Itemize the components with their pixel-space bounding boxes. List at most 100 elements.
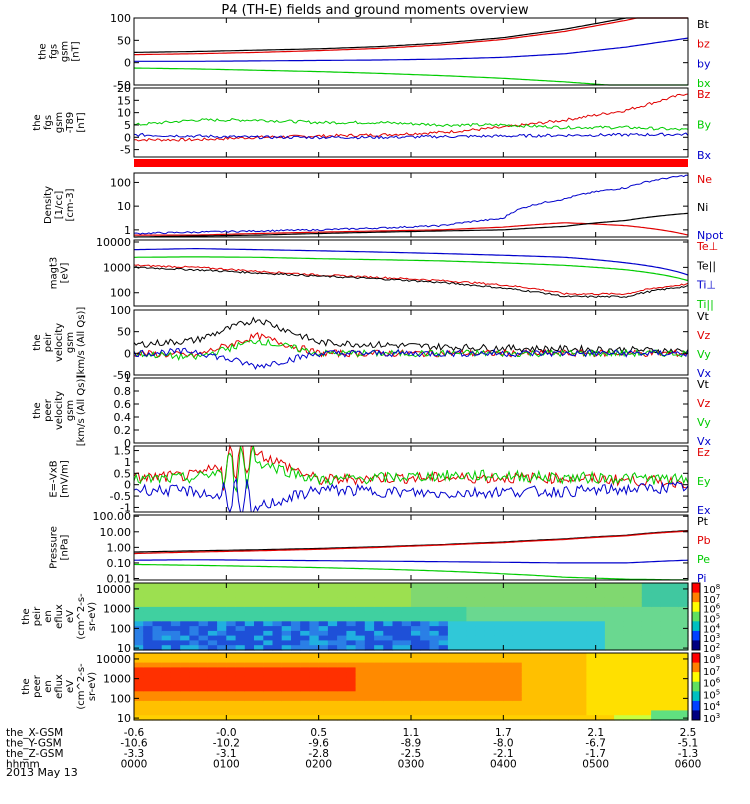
y-tick-label: 10.00 (100, 526, 132, 539)
heatmap-cell (401, 611, 412, 618)
heatmap-cell (134, 602, 144, 608)
heatmap-cell (466, 640, 477, 646)
heatmap-cell (429, 686, 440, 692)
heatmap-cell (447, 626, 458, 632)
heatmap-cell (401, 700, 412, 707)
heatmap-cell (484, 681, 495, 688)
colorbar-segment (692, 710, 700, 721)
heatmap-cell (374, 667, 384, 673)
heatmap-cell (207, 691, 218, 697)
heatmap-cell (466, 715, 477, 721)
heatmap-cell (494, 696, 504, 702)
legend-Ex: Ex (697, 504, 711, 517)
series-line-bz (134, 17, 688, 56)
heatmap-cell (494, 635, 504, 641)
heatmap-cell (466, 662, 477, 668)
heatmap-cell (549, 686, 560, 692)
heatmap-cell (226, 715, 237, 721)
heatmap-cell (503, 597, 514, 603)
heatmap-cell (134, 653, 144, 659)
heatmap-cell (309, 583, 320, 589)
heatmap-cell (420, 672, 430, 678)
heatmap-cell (558, 597, 569, 603)
heatmap-cell (337, 616, 347, 622)
heatmap-cell (152, 621, 163, 627)
heatmap-cell (475, 667, 486, 673)
heatmap-cell (207, 700, 218, 707)
y-axis-label: fgs (43, 115, 54, 130)
heatmap-cell (494, 686, 504, 692)
heatmap-cell (558, 592, 569, 598)
heatmap-cell (429, 630, 440, 637)
heatmap-cell (568, 681, 578, 688)
heatmap-cell (309, 700, 320, 707)
heatmap-cell (660, 616, 671, 622)
heatmap-cell (484, 705, 495, 711)
heatmap-cell (134, 700, 144, 707)
heatmap-cell (429, 626, 440, 632)
heatmap-cell (429, 611, 440, 618)
heatmap-cell (660, 676, 671, 683)
heatmap-cell (494, 676, 504, 683)
heatmap-cell (540, 626, 551, 632)
heatmap-cell (595, 611, 606, 618)
heatmap-cell (244, 672, 255, 678)
heatmap-cell (152, 676, 163, 683)
series-line-Vt (133, 316, 689, 355)
heatmap-cell (651, 597, 661, 603)
heatmap-cell (503, 616, 514, 622)
y-tick-label: 100 (110, 176, 131, 189)
heatmap-cell (170, 686, 181, 692)
heatmap-cell (198, 672, 209, 678)
heatmap-cell (170, 587, 181, 594)
heatmap-cell (512, 705, 523, 711)
heatmap-cell (401, 645, 412, 651)
heatmap-cell (281, 686, 292, 692)
heatmap-cell (244, 640, 255, 646)
heatmap-cell (604, 630, 615, 637)
heatmap-cell (540, 676, 551, 683)
heatmap-cell (447, 696, 458, 702)
heatmap-cell (309, 606, 320, 613)
heatmap-cell (189, 681, 200, 688)
series-line-by (134, 37, 689, 62)
heatmap-cell (420, 710, 430, 716)
heatmap-cell (558, 645, 569, 651)
heatmap-cell (447, 686, 458, 692)
heatmap-cell (651, 662, 661, 668)
heatmap-cell (346, 686, 357, 692)
heatmap-cell (272, 710, 283, 716)
heatmap-cell (217, 691, 227, 697)
legend-Pi: Pi (697, 572, 706, 585)
heatmap-cell (309, 710, 320, 716)
legend-by: by (697, 57, 711, 70)
heatmap-cell (669, 657, 680, 664)
heatmap-cell (521, 653, 532, 659)
heatmap-cell (484, 662, 495, 668)
heatmap-cell (170, 710, 181, 716)
heatmap-cell (660, 587, 671, 594)
heatmap-cell (651, 611, 661, 618)
heatmap-cell (623, 710, 634, 716)
heatmap-cell (291, 592, 301, 598)
heatmap-cell (374, 587, 384, 594)
heatmap-cell (180, 657, 190, 664)
heatmap-cell (503, 691, 514, 697)
heatmap-cell (669, 626, 680, 632)
heatmap-cell (217, 645, 227, 651)
heatmap-cell (503, 583, 514, 589)
heatmap-cell (614, 705, 624, 711)
heatmap-cell (411, 645, 421, 651)
heatmap-cell (198, 630, 209, 637)
y-tick-label: 0.01 (107, 572, 132, 585)
heatmap-cell (466, 630, 477, 637)
heatmap-cell (327, 630, 338, 637)
heatmap-cell (364, 606, 375, 613)
series-line-Ex (133, 477, 689, 514)
heatmap-cell (226, 635, 237, 641)
heatmap-cell (346, 611, 357, 618)
heatmap-cell (281, 640, 292, 646)
heatmap-cell (235, 645, 246, 651)
heatmap-cell (577, 662, 587, 668)
heatmap-cell (180, 606, 190, 613)
